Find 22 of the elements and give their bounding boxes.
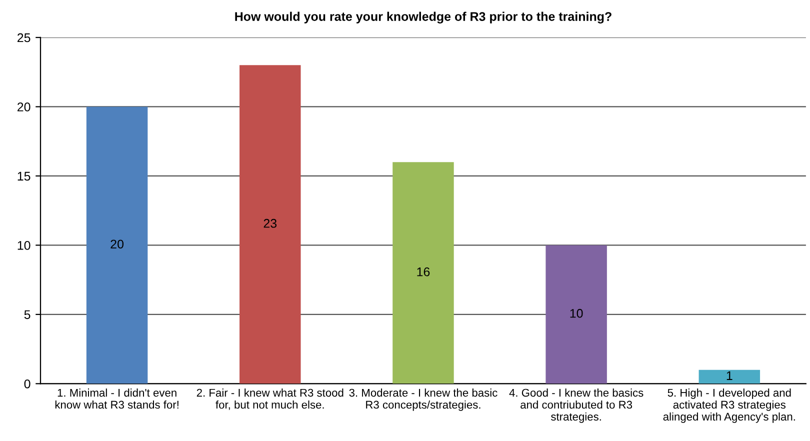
bar: [546, 245, 607, 384]
data-label: 16: [417, 267, 430, 276]
bar: [86, 106, 148, 384]
y-tick-label: 15: [18, 172, 30, 181]
bar: [698, 370, 760, 384]
bar: [240, 65, 301, 384]
data-label: 23: [264, 218, 277, 228]
y-tick-label: 10: [18, 240, 30, 250]
y-tick-label: 20: [18, 102, 30, 112]
x-tick-label: 4. Good - I knew the basics and contriubuted to R3 strategies.: [509, 388, 644, 423]
chart-title: How would you rate your knowledge of R3 prior to the training?: [235, 12, 612, 24]
data-label: 20: [110, 240, 124, 249]
y-tick-label: 0: [24, 379, 30, 388]
bar: [392, 162, 454, 384]
data-label: 10: [570, 308, 583, 318]
y-tick-label: 25: [18, 33, 30, 42]
x-tick-label: 5. High - I developed and activated R3 strategies alinged with Agency's plan.: [663, 388, 795, 423]
data-label: 1: [726, 371, 732, 380]
y-tick-label: 5: [24, 310, 30, 320]
x-tick-label: 2. Fair - I knew what R3 stood for, but not much else.: [196, 388, 344, 410]
x-tick-label: 3. Moderate - I knew the basic R3 concepts/strategies.: [349, 388, 498, 411]
x-tick-label: 1. Minimal - I didn't even know what R3 stands for!: [55, 388, 178, 409]
